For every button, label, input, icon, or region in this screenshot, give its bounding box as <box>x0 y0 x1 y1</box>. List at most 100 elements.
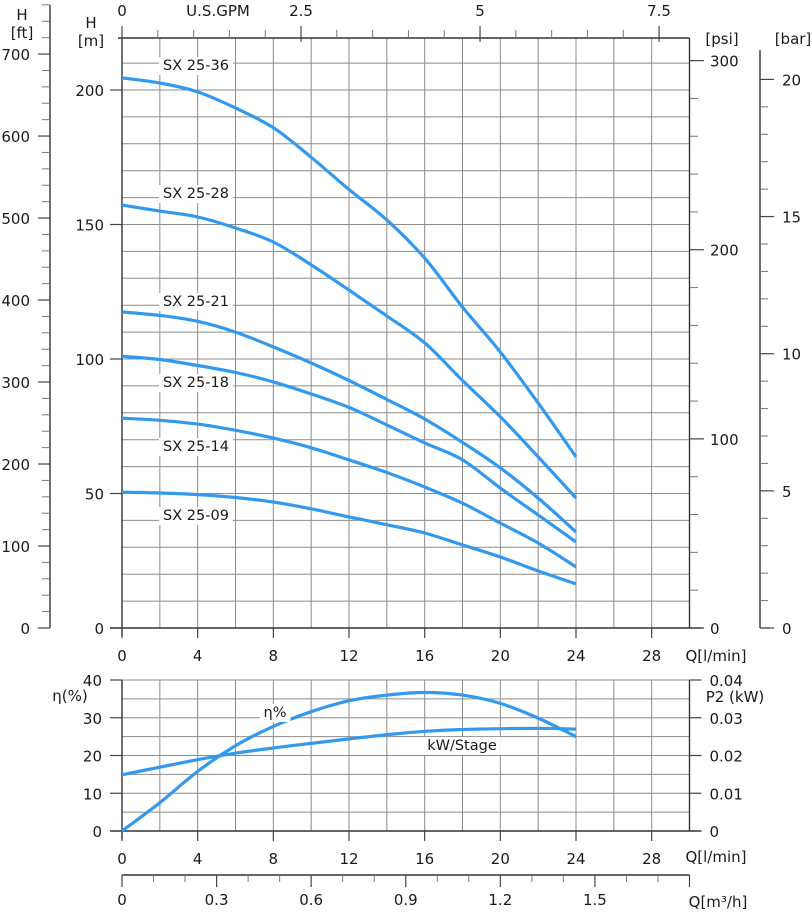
ft-tick-label: 100 <box>1 538 30 556</box>
ft-tick-label: 700 <box>1 46 30 64</box>
q-tick-label: 28 <box>642 647 661 665</box>
label-background <box>423 737 501 755</box>
series-label-sx-25-14: SX 25-14 <box>163 439 229 455</box>
ft-tick-label: 0 <box>20 620 30 638</box>
m3h-tick-label: 1.5 <box>583 891 607 909</box>
q-axis-label-top: Q[l/min] <box>685 647 746 665</box>
psi-tick-label: 0 <box>710 620 720 638</box>
gpm-tick-label: 2.5 <box>289 2 313 20</box>
q-tick-label: 24 <box>566 647 585 665</box>
m3h-tick-label: 0.3 <box>205 891 229 909</box>
header-m-h: H <box>85 14 96 32</box>
q-tick-label: 24 <box>566 850 585 868</box>
p2-tick-label: 0.01 <box>710 785 743 803</box>
label-background <box>159 438 233 456</box>
label-background <box>159 185 233 203</box>
q-tick-label: 4 <box>193 850 203 868</box>
q-tick-label: 8 <box>269 850 279 868</box>
header-ft-h: H <box>16 6 27 24</box>
series-label-sx-25-36: SX 25-36 <box>163 58 229 74</box>
q-tick-label: 0 <box>117 647 127 665</box>
q-axis-label-bottom: Q[l/min] <box>685 848 746 866</box>
gpm-tick-label: 5 <box>475 2 485 20</box>
gpm-tick-label: 0 <box>117 2 127 20</box>
m-tick-label: 200 <box>75 82 104 100</box>
psi-tick-label: 100 <box>710 431 739 449</box>
series-label-sx-25-21: SX 25-21 <box>163 294 229 310</box>
m-tick-label: 150 <box>75 217 104 235</box>
head-chart-grid <box>122 38 690 628</box>
m3h-tick-label: 0.9 <box>394 891 418 909</box>
curve-sx-25-21 <box>121 310 578 534</box>
m-tick-label: 0 <box>94 620 104 638</box>
q-tick-label: 16 <box>415 850 434 868</box>
ft-tick-label: 200 <box>1 456 30 474</box>
m3h-tick-label: 1.2 <box>488 891 512 909</box>
ft-tick-label: 600 <box>1 128 30 146</box>
q-tick-label: 20 <box>491 850 510 868</box>
p2-axis-label: P2 (kW) <box>706 688 765 706</box>
ft-tick-label: 400 <box>1 292 30 310</box>
label-background <box>159 293 233 311</box>
series-label-eta: η% <box>264 705 287 721</box>
bar-tick-label: 15 <box>782 209 801 227</box>
q-tick-label: 12 <box>339 850 358 868</box>
header-m-unit: [m] <box>78 32 104 50</box>
header-ft-unit: [ft] <box>11 24 34 42</box>
p2-tick-label: 0.04 <box>710 672 743 690</box>
q-tick-label: 20 <box>491 647 510 665</box>
ft-tick-label: 500 <box>1 210 30 228</box>
curve-sx-25-36 <box>121 76 578 458</box>
q-m3h-axis-label: Q[m³/h] <box>689 893 748 911</box>
curve-efficiency <box>121 690 577 833</box>
eta-tick-label: 10 <box>83 785 102 803</box>
bar-tick-label: 10 <box>782 346 801 364</box>
q-tick-label: 16 <box>415 647 434 665</box>
curve-sx-25-14 <box>121 416 577 569</box>
curve-sx-25-28 <box>121 203 578 500</box>
label-background <box>159 507 233 525</box>
ft-tick-label: 300 <box>1 374 30 392</box>
m-tick-label: 50 <box>85 486 104 504</box>
eta-tick-label: 40 <box>83 672 102 690</box>
q-tick-label: 8 <box>269 647 279 665</box>
psi-tick-label: 200 <box>710 242 739 260</box>
gpm-axis-label: U.S.GPM <box>186 2 250 20</box>
m-tick-label: 100 <box>75 351 104 369</box>
gpm-tick-label: 7.5 <box>647 2 671 20</box>
q-tick-label: 4 <box>193 647 203 665</box>
p2-tick-label: 0 <box>710 823 720 841</box>
curves <box>121 76 578 833</box>
bar-tick-label: 20 <box>782 71 801 89</box>
psi-axis-label: [psi] <box>705 30 738 48</box>
eta-tick-label: 30 <box>83 710 102 728</box>
m3h-tick-label: 0 <box>117 891 127 909</box>
q-tick-label: 28 <box>642 850 661 868</box>
labels: H [ft] H [m] U.S.GPM [psi] [bar] Q[l/min… <box>11 2 812 911</box>
bar-tick-label: 0 <box>782 620 792 638</box>
series-label-kw-stage: kW/Stage <box>427 738 497 754</box>
p2-tick-label: 0.02 <box>710 748 743 766</box>
series-label-sx-25-18: SX 25-18 <box>163 375 229 391</box>
label-background <box>159 374 233 392</box>
curve-sx-25-09 <box>121 490 577 586</box>
bar-axis-label: [bar] <box>775 30 812 48</box>
q-tick-label: 12 <box>339 647 358 665</box>
m3h-tick-label: 0.6 <box>299 891 323 909</box>
series-label-sx-25-09: SX 25-09 <box>163 508 229 524</box>
curve-sx-25-18 <box>121 354 577 544</box>
eta-tick-label: 20 <box>83 748 102 766</box>
label-background <box>259 704 291 722</box>
label-background <box>159 57 233 75</box>
p2-tick-label: 0.03 <box>710 710 743 728</box>
eta-tick-label: 0 <box>92 823 102 841</box>
eta-axis-label: η(%) <box>52 687 87 705</box>
efficiency-chart-grid <box>122 679 690 831</box>
curve-kw-stage <box>121 726 577 777</box>
bar-tick-label: 5 <box>782 483 792 501</box>
series-label-sx-25-28: SX 25-28 <box>163 186 229 202</box>
psi-tick-label: 300 <box>710 53 739 71</box>
q-tick-label: 0 <box>117 850 127 868</box>
